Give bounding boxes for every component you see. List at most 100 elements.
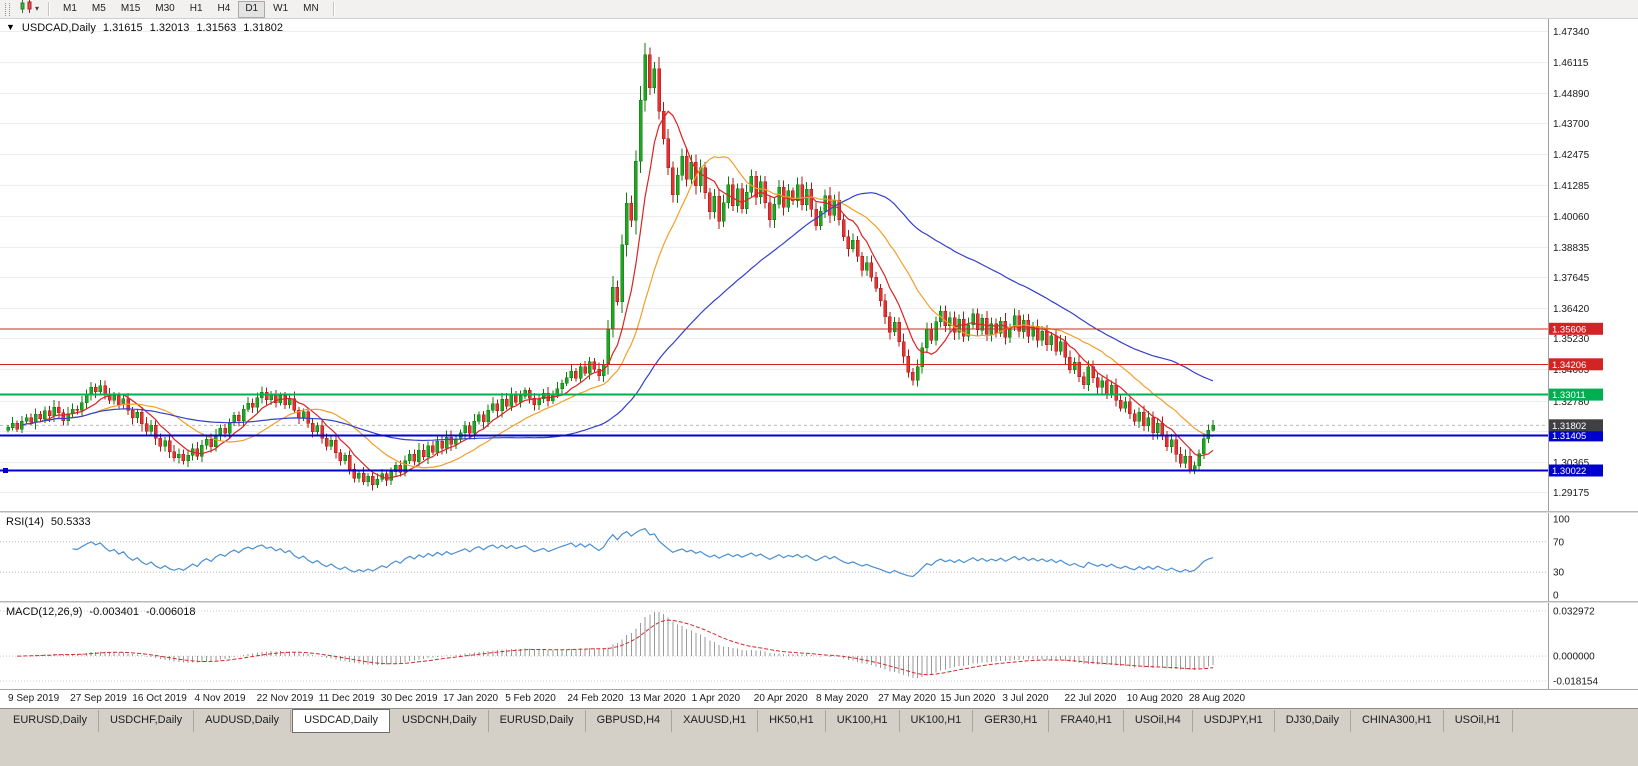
timeframe-button-h1[interactable]: H1 [189,2,203,14]
chart-window: 1.47340 1.46115 1.44890 1.43700 1.42475 1.412… [0,19,1638,708]
horizontal-level-1.30022[interactable]: 1.30022 [0,464,1603,478]
candle [287,395,292,409]
candle [407,450,412,465]
candle [1169,434,1174,454]
chart-tab-fra40-h1[interactable]: FRA40,H1 [1049,710,1124,732]
timeframe-button-mn[interactable]: MN [303,2,319,14]
horizontal-level-1.34206[interactable]: 1.34206 [0,358,1603,371]
candle [629,195,634,227]
chart-type-button[interactable]: ▾ [17,0,41,19]
candle [167,434,172,458]
candle [486,404,490,427]
timeframe-button-m15[interactable]: M15 [120,2,141,14]
candle [680,148,684,181]
chart-tab-usoil-h4[interactable]: USOil,H4 [1124,710,1193,732]
timeframe-button-d1[interactable]: D1 [238,0,266,18]
candle [929,323,934,345]
rsi-canvas[interactable]: 100 70 30 0 [0,513,1638,601]
candle [412,449,417,466]
price-chart-canvas[interactable]: 1.47340 1.46115 1.44890 1.43700 1.42475 1.412… [0,19,1638,511]
timeframe-button-m5[interactable]: M5 [91,2,106,14]
moving-average-fast [21,110,1214,480]
candle [195,442,200,460]
horizontal-level-1.33011[interactable]: 1.33011 [0,388,1603,402]
chart-tab-hk50-h1[interactable]: HK50,H1 [758,710,826,732]
candle [1017,310,1021,338]
price-axis-label: 1.47340 [1553,27,1590,38]
panel-divider[interactable] [0,511,1638,513]
price-chart-panel: 1.47340 1.46115 1.44890 1.43700 1.42475 1.412… [0,19,1638,511]
chart-tab-usdchf-daily[interactable]: USDCHF,Daily [99,710,195,732]
candle [671,161,675,203]
chevron-down-icon: ▾ [35,4,40,13]
chart-tab-usdcad-daily[interactable]: USDCAD,Daily [292,709,391,733]
timeframe-button-h4[interactable]: H4 [217,2,231,14]
macd-signal-line [17,619,1214,676]
time-axis[interactable]: 9 Sep 2019 27 Sep 2019 16 Oct 2019 4 Nov 20… [0,689,1638,708]
candle [1118,394,1123,412]
candle [892,316,897,336]
chart-tab-dj30-daily[interactable]: DJ30,Daily [1275,710,1351,732]
candle [375,473,380,489]
candle [906,349,911,378]
panel-divider[interactable] [0,601,1638,603]
candle [250,398,255,414]
date-label: 27 May 2020 [878,693,936,704]
date-label: 17 Jan 2020 [443,693,499,704]
price-axis-label: 1.32780 [1553,397,1590,408]
candle [897,317,901,347]
timeframe-button-w1[interactable]: W1 [273,2,289,14]
candle [708,188,712,220]
candle [1077,355,1081,383]
candle [860,252,864,277]
candle [431,440,435,456]
candle [57,401,61,419]
chart-tab-xauusd-h1[interactable]: XAUUSD,H1 [672,710,759,732]
chart-tab-usdcnh-daily[interactable]: USDCNH,Daily [391,710,489,732]
rsi-axis-label: 70 [1553,537,1565,548]
candle [149,419,153,435]
candle [772,197,777,228]
chart-tab-usoil-h1[interactable]: USOil,H1 [1444,710,1513,732]
horizontal-level-1.31405[interactable]: 1.31405 [0,429,1603,442]
date-label: 1 Apr 2020 [691,693,741,704]
candle [998,316,1003,337]
candle [1137,407,1141,428]
timeframe-button-m1[interactable]: M1 [63,2,77,14]
candle [181,449,186,465]
candle [541,389,546,404]
chart-tab-usdjpy-h1[interactable]: USDJPY,H1 [1193,710,1275,732]
candle [523,387,527,400]
date-label: 8 May 2020 [815,693,869,704]
timeframe-button-m30[interactable]: M30 [155,2,175,14]
candle [338,449,343,466]
date-label: 4 Nov 2019 [194,693,246,704]
price-axis-label: 1.42475 [1553,150,1590,161]
candlesticks-layer [6,43,1215,491]
candle [1031,322,1035,341]
toolbar-grip[interactable] [5,2,10,16]
horizontal-level-1.35606[interactable]: 1.35606 [0,322,1603,335]
candle [89,381,93,401]
chart-tab-uk100-h1[interactable]: UK100,H1 [826,710,900,732]
chart-tab-audusd-daily[interactable]: AUDUSD,Daily [194,710,292,732]
macd-canvas[interactable]: 0.032972 0.000000 -0.018154 [0,603,1638,689]
candle [758,175,763,204]
candle [454,435,458,449]
candle [366,472,370,487]
candle [84,389,89,409]
candle [172,445,176,462]
chart-tab-uk100-h1[interactable]: UK100,H1 [900,710,974,732]
candle [634,150,638,235]
candle [537,393,541,410]
candle [204,435,209,450]
chart-tab-eurusd-daily[interactable]: EURUSD,Daily [2,710,99,732]
date-label: 27 Sep 2019 [70,693,127,704]
candle [795,177,800,208]
price-axis-label: 1.35230 [1553,334,1590,345]
candle [768,196,772,228]
chart-tab-ger30-h1[interactable]: GER30,H1 [973,710,1050,732]
chart-tab-china300-h1[interactable]: CHINA300,H1 [1351,710,1444,732]
chart-tab-gbpusd-h4[interactable]: GBPUSD,H4 [586,710,673,732]
chart-tab-eurusd-daily[interactable]: EURUSD,Daily [489,710,586,732]
